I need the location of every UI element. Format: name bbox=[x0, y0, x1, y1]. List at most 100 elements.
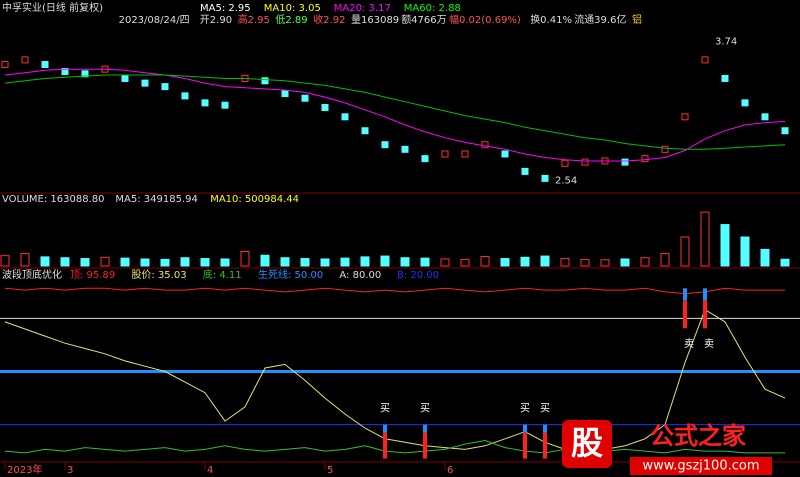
volume-bar bbox=[240, 251, 250, 267]
header-item: 2023/08/24/四 bbox=[119, 15, 190, 26]
header-item: 量163089 bbox=[351, 14, 399, 26]
buy-signal bbox=[423, 424, 427, 433]
header-item: 开2.90 bbox=[200, 15, 232, 26]
volume-bar bbox=[280, 257, 290, 267]
candle bbox=[201, 99, 209, 107]
x-tick-label: 2023年 bbox=[7, 463, 42, 476]
header-item: 低2.89 bbox=[275, 13, 307, 26]
volume-bar bbox=[0, 255, 10, 267]
legend-item: MA5: 2.95 bbox=[200, 3, 251, 14]
volume-bar bbox=[540, 255, 550, 267]
candle bbox=[81, 70, 89, 78]
buy-label: 买 bbox=[420, 403, 430, 415]
candle bbox=[1, 61, 9, 69]
volume-bar bbox=[340, 257, 350, 267]
badge bbox=[562, 420, 612, 468]
legend-item: VOLUME: 163088.80 bbox=[2, 194, 105, 205]
candle bbox=[461, 150, 469, 158]
legend-item: MA5: 349185.94 bbox=[115, 194, 197, 205]
legend-item: MA10: 3.05 bbox=[264, 3, 321, 14]
volume-bar bbox=[460, 258, 470, 267]
legend-item: 股价: 35.03 bbox=[131, 269, 186, 281]
volume-bar bbox=[180, 257, 190, 267]
sell-signal bbox=[683, 288, 687, 301]
candle bbox=[661, 145, 669, 153]
volume-bar bbox=[120, 257, 130, 267]
ma-line bbox=[4, 308, 786, 452]
volume-bar bbox=[260, 254, 270, 267]
candle bbox=[321, 104, 329, 112]
candle bbox=[561, 159, 569, 167]
volume-bar bbox=[600, 259, 610, 267]
candle bbox=[281, 90, 289, 98]
x-tick-label: 3 bbox=[67, 465, 73, 476]
volume-bar bbox=[160, 258, 170, 267]
candle bbox=[121, 74, 129, 82]
candle bbox=[621, 158, 629, 166]
buy-signal bbox=[523, 424, 527, 433]
volume-bar bbox=[400, 257, 410, 267]
x-tick-label: 4 bbox=[207, 465, 213, 476]
buy-label: 买 bbox=[540, 403, 550, 415]
volume-bar bbox=[740, 236, 750, 267]
sell-signal bbox=[703, 300, 707, 329]
ma-line bbox=[4, 68, 786, 162]
volume-bar bbox=[80, 258, 90, 267]
volume-bar bbox=[420, 257, 430, 267]
volume-bar bbox=[660, 253, 670, 267]
candle bbox=[781, 127, 789, 135]
candle bbox=[721, 74, 729, 82]
candle bbox=[341, 113, 349, 121]
volume-bar bbox=[20, 253, 30, 267]
header-item: 流通39.6亿 bbox=[574, 13, 626, 26]
volume-bar bbox=[220, 258, 230, 267]
header-item: 额4766万 bbox=[401, 13, 446, 26]
candle bbox=[221, 101, 229, 109]
x-tick-label: 5 bbox=[327, 465, 333, 476]
buy-signal bbox=[383, 432, 387, 459]
volume-bar bbox=[480, 255, 490, 267]
price-annotation: 2.54 bbox=[555, 176, 577, 187]
candle bbox=[541, 174, 549, 182]
candle bbox=[681, 113, 689, 121]
stock-title: 中孚实业(日线 前复权) bbox=[2, 1, 103, 14]
buy-signal bbox=[423, 432, 427, 459]
volume-bar bbox=[520, 256, 530, 267]
candle bbox=[521, 167, 529, 175]
volume-bar bbox=[360, 256, 370, 267]
sell-label: 卖 bbox=[704, 338, 714, 350]
volume-bar bbox=[560, 258, 570, 267]
legend-item: MA20: 3.17 bbox=[334, 3, 391, 14]
ma-line bbox=[4, 74, 786, 150]
volume-bar bbox=[640, 257, 650, 267]
candle bbox=[181, 92, 189, 100]
buy-signal bbox=[543, 424, 547, 433]
volume-bar bbox=[140, 258, 150, 267]
legend-item: 顶: 95.89 bbox=[70, 269, 115, 281]
volume-bar bbox=[380, 255, 390, 267]
volume-bar bbox=[780, 258, 790, 267]
candle bbox=[61, 68, 69, 75]
candle bbox=[421, 155, 429, 163]
legend-item: MA10: 500984.44 bbox=[210, 194, 299, 205]
candle bbox=[161, 83, 169, 91]
header-item: 收2.92 bbox=[313, 13, 345, 26]
volume-bar bbox=[320, 258, 330, 267]
header-item: 铝 bbox=[632, 14, 642, 26]
candle bbox=[361, 127, 369, 135]
volume-bar bbox=[300, 258, 310, 267]
sell-signal bbox=[703, 288, 707, 301]
legend-item: 生死线: 50.00 bbox=[258, 268, 323, 281]
volume-bar bbox=[40, 256, 50, 267]
header-item: 高2.95 bbox=[238, 13, 270, 26]
legend-item: 底: 4.11 bbox=[203, 268, 242, 281]
candle bbox=[481, 141, 489, 149]
volume-bar bbox=[440, 258, 450, 267]
candle bbox=[441, 150, 449, 158]
candle bbox=[761, 113, 769, 121]
candle bbox=[701, 56, 709, 64]
ma-line bbox=[4, 287, 785, 295]
volume-bar bbox=[500, 258, 510, 267]
candle bbox=[581, 158, 589, 166]
